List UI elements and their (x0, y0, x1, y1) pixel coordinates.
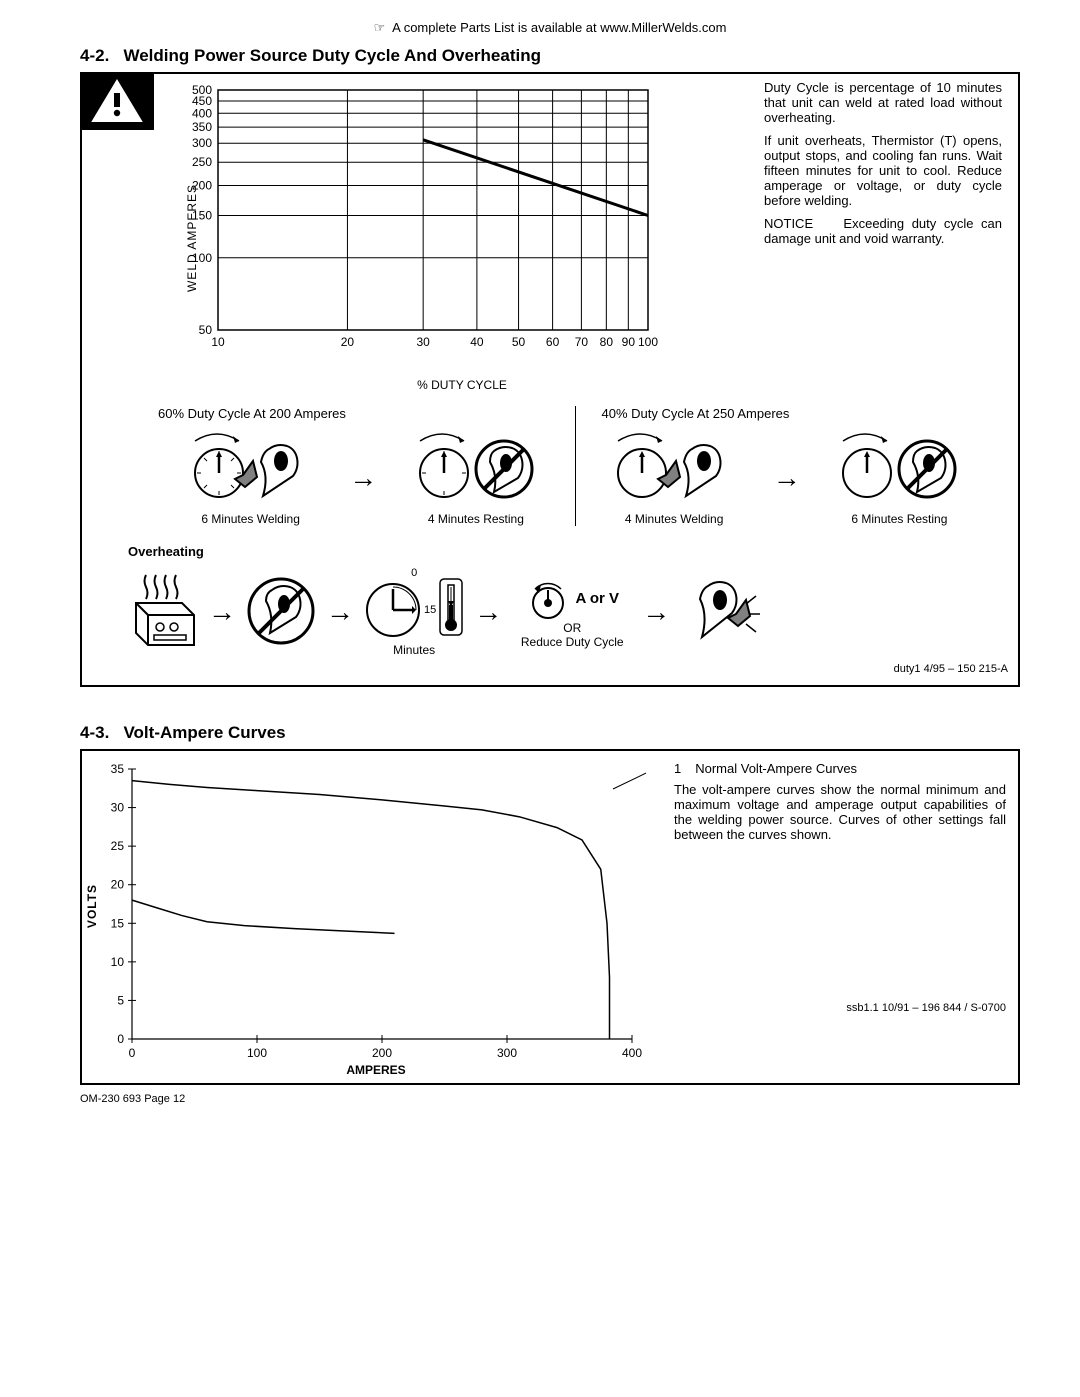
overheating-sequence: → → 0 15 (128, 567, 1008, 657)
svg-text:400: 400 (192, 106, 212, 120)
svg-text:0: 0 (129, 1046, 136, 1060)
svg-text:300: 300 (192, 136, 212, 150)
svg-text:10: 10 (211, 335, 225, 349)
duty-cycle-examples: 60% Duty Cycle At 200 Amperes (152, 406, 998, 526)
arrow-icon: → (326, 596, 354, 628)
arrow-icon: → (349, 462, 377, 494)
section-4-2-title: 4-2. Welding Power Source Duty Cycle And… (80, 46, 1020, 66)
chart2-ylabel: VOLTS (85, 884, 99, 928)
svg-text:350: 350 (192, 120, 212, 134)
arrow-icon: → (208, 596, 236, 628)
svg-text:10: 10 (111, 955, 125, 969)
section-4-2-box: WELD AMPERES 102030405060708090100501001… (80, 72, 1020, 687)
arrow-icon: → (642, 596, 670, 628)
chart1-ylabel: WELD AMPERES (185, 184, 199, 292)
svg-text:15: 15 (111, 916, 125, 930)
overheating-title: Overheating (128, 544, 1008, 559)
svg-text:50: 50 (512, 335, 526, 349)
thermometer-icon (438, 577, 464, 643)
no-weld-icon (246, 576, 316, 646)
turn-down-knob-icon (525, 575, 571, 621)
svg-text:30: 30 (416, 335, 430, 349)
svg-text:100: 100 (247, 1046, 267, 1060)
duty-60-title: 60% Duty Cycle At 200 Amperes (158, 406, 569, 421)
welder-ok-icon (680, 574, 760, 648)
svg-text:0: 0 (117, 1032, 124, 1046)
volt-ampere-description: 1 Normal Volt-Ampere Curves The volt-amp… (656, 761, 1006, 1077)
arrow-icon: → (474, 596, 502, 628)
svg-text:90: 90 (622, 335, 636, 349)
page-footer: OM-230 693 Page 12 (80, 1093, 1020, 1105)
clock-welder-icon (614, 429, 734, 503)
duty-cycle-chart: WELD AMPERES 102030405060708090100501001… (172, 84, 752, 392)
clock-no-weld-icon (839, 429, 959, 503)
doc-ref-1: duty1 4/95 – 150 215-A (92, 663, 1008, 675)
parts-list-note: ☞ A complete Parts List is available at … (80, 20, 1020, 36)
svg-text:400: 400 (622, 1046, 642, 1060)
warning-triangle-icon (80, 72, 154, 130)
svg-text:40: 40 (470, 335, 484, 349)
clock-no-weld-icon (416, 429, 536, 503)
svg-text:60: 60 (546, 335, 560, 349)
wait-clock-icon (364, 581, 422, 639)
svg-text:70: 70 (575, 335, 589, 349)
svg-text:500: 500 (192, 84, 212, 97)
chart1-xlabel: % DUTY CYCLE (172, 378, 752, 392)
volt-ampere-chart: VOLTS 0100200300400051015202530351 AMPER… (96, 761, 656, 1077)
svg-text:35: 35 (111, 762, 125, 776)
section-4-3-title: 4-3. Volt-Ampere Curves (80, 723, 1020, 743)
top-note-text: A complete Parts List is available at ww… (392, 20, 726, 35)
duty-40-title: 40% Duty Cycle At 250 Amperes (582, 406, 993, 421)
svg-text:25: 25 (111, 839, 125, 853)
svg-text:200: 200 (372, 1046, 392, 1060)
hand-icon: ☞ (374, 20, 386, 35)
svg-text:250: 250 (192, 155, 212, 169)
svg-text:50: 50 (199, 323, 213, 337)
svg-text:30: 30 (111, 801, 125, 815)
clock-welder-icon (191, 429, 311, 503)
machine-hot-icon (128, 573, 198, 649)
doc-ref-2: ssb1.1 10/91 – 196 844 / S-0700 (674, 1002, 1006, 1014)
section-4-3-box: VOLTS 0100200300400051015202530351 AMPER… (80, 749, 1020, 1085)
duty-cycle-description: Duty Cycle is percentage of 10 minutes t… (752, 80, 1008, 254)
chart2-xlabel: AMPERES (96, 1063, 656, 1077)
svg-text:5: 5 (117, 993, 124, 1007)
svg-text:100: 100 (638, 335, 658, 349)
svg-text:300: 300 (497, 1046, 517, 1060)
arrow-icon: → (773, 462, 801, 494)
svg-text:20: 20 (111, 878, 125, 892)
svg-text:20: 20 (341, 335, 355, 349)
svg-text:80: 80 (600, 335, 614, 349)
